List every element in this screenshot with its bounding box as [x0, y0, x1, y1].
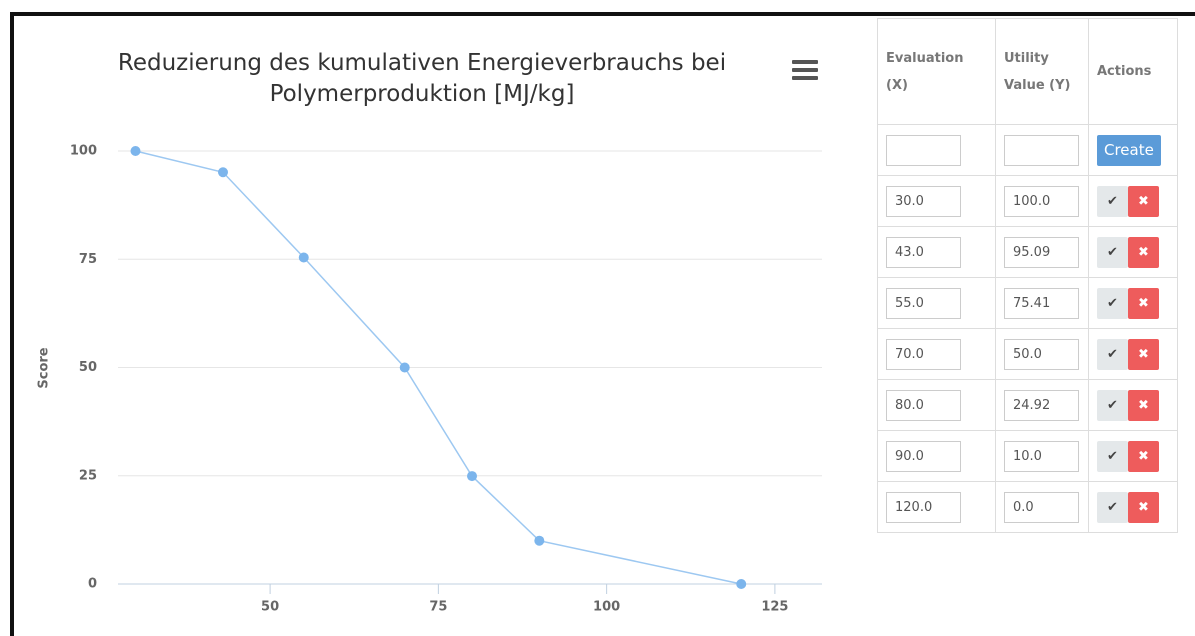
- table-cell: ✔ ✖: [1088, 430, 1178, 482]
- frame: [10, 12, 1195, 636]
- delete-button[interactable]: ✖: [1128, 338, 1159, 370]
- menu-button[interactable]: [792, 60, 818, 84]
- point: [736, 579, 747, 589]
- delete-button[interactable]: ✖: [1128, 389, 1159, 421]
- input[interactable]: 120.0: [886, 491, 961, 523]
- delete-button[interactable]: ✖: [1128, 287, 1159, 319]
- table-cell: 10.0: [995, 430, 1089, 482]
- point: [217, 167, 228, 178]
- table-cell: ✔ ✖: [1088, 277, 1178, 329]
- table-row: 80.0 24.92 ✔ ✖: [877, 379, 1178, 431]
- table-cell: 90.0: [877, 430, 996, 482]
- delete-button[interactable]: ✖: [1128, 491, 1159, 523]
- table-cell: 0.0: [995, 481, 1089, 533]
- table-cell: ✔ ✖: [1088, 481, 1178, 533]
- y-tick-label: 75: [79, 252, 97, 267]
- save-button[interactable]: ✔: [1097, 338, 1128, 370]
- x-tick-label: 50: [261, 600, 279, 615]
- y-tick-label: 50: [79, 360, 97, 375]
- save-button[interactable]: ✔: [1097, 491, 1128, 523]
- input[interactable]: [1004, 134, 1079, 166]
- input[interactable]: 100.0: [1004, 185, 1079, 217]
- header-cell: Utility Value (Y): [995, 18, 1089, 125]
- table-row: 55.0 75.41 ✔ ✖: [877, 277, 1178, 329]
- table-cell: 24.92: [995, 379, 1089, 431]
- x-tick-label: 125: [761, 600, 788, 615]
- save-button[interactable]: ✔: [1097, 185, 1128, 217]
- input[interactable]: 80.0: [886, 389, 961, 421]
- table-cell: ✔ ✖: [1088, 226, 1178, 278]
- table-cell: 70.0: [877, 328, 996, 380]
- input[interactable]: 10.0: [1004, 440, 1079, 472]
- header-cell: Evaluation (X): [877, 18, 996, 125]
- delete-button[interactable]: ✖: [1128, 440, 1159, 472]
- save-button[interactable]: ✔: [1097, 236, 1128, 268]
- point: [399, 362, 410, 373]
- table-cell: ✔ ✖: [1088, 328, 1178, 380]
- table-cell: 30.0: [877, 175, 996, 227]
- y-axis-label: Score: [37, 347, 52, 388]
- delete-button[interactable]: ✖: [1128, 236, 1159, 268]
- table-row: 30.0 100.0 ✔ ✖: [877, 175, 1178, 227]
- input[interactable]: 90.0: [886, 440, 961, 472]
- x-tick-label: 100: [593, 600, 620, 615]
- point: [130, 146, 141, 156]
- table-cell: ✔ ✖: [1088, 379, 1178, 431]
- y-tick-label: 25: [79, 468, 97, 483]
- save-button[interactable]: ✔: [1097, 389, 1128, 421]
- x-tick-label: 75: [429, 600, 447, 615]
- data-table: Evaluation (X) Utility Value (Y) Actions…: [877, 18, 1178, 533]
- save-button[interactable]: ✔: [1097, 440, 1128, 472]
- table-row: 43.0 95.09 ✔ ✖: [877, 226, 1178, 278]
- table-cell: 120.0: [877, 481, 996, 533]
- table-cell: 55.0: [877, 277, 996, 329]
- input[interactable]: 70.0: [886, 338, 961, 370]
- header-cell: Actions: [1088, 18, 1178, 125]
- table-row: 90.0 10.0 ✔ ✖: [877, 430, 1178, 482]
- table-row: 120.0 0.0 ✔ ✖: [877, 481, 1178, 533]
- input[interactable]: [886, 134, 961, 166]
- input[interactable]: 43.0: [886, 236, 961, 268]
- chart-title: Reduzierung des kumulativen Energieverbr…: [117, 50, 727, 107]
- y-tick-label: 100: [70, 144, 97, 159]
- input[interactable]: 30.0: [886, 185, 961, 217]
- point: [534, 535, 545, 546]
- table-cell: 75.41: [995, 277, 1089, 329]
- input[interactable]: 55.0: [886, 287, 961, 319]
- table-cell: 100.0: [995, 175, 1089, 227]
- table-cell: 80.0: [877, 379, 996, 431]
- table-cell: ✔ ✖: [1088, 175, 1178, 227]
- input[interactable]: 24.92: [1004, 389, 1079, 421]
- save-button[interactable]: ✔: [1097, 287, 1128, 319]
- delete-button[interactable]: ✖: [1128, 185, 1159, 217]
- point: [298, 252, 309, 263]
- table-cell: 43.0: [877, 226, 996, 278]
- input[interactable]: 50.0: [1004, 338, 1079, 370]
- input[interactable]: 95.09: [1004, 236, 1079, 268]
- point: [467, 471, 478, 482]
- input[interactable]: 75.41: [1004, 287, 1079, 319]
- table-cell: 50.0: [995, 328, 1089, 380]
- input[interactable]: 0.0: [1004, 491, 1079, 523]
- create-button[interactable]: Create: [1097, 134, 1161, 166]
- table-row: 70.0 50.0 ✔ ✖: [877, 328, 1178, 380]
- table-cell: 95.09: [995, 226, 1089, 278]
- chart: Score 0 25 50 75 100 50 75 100 125: [37, 144, 822, 615]
- y-tick-label: 0: [88, 577, 97, 592]
